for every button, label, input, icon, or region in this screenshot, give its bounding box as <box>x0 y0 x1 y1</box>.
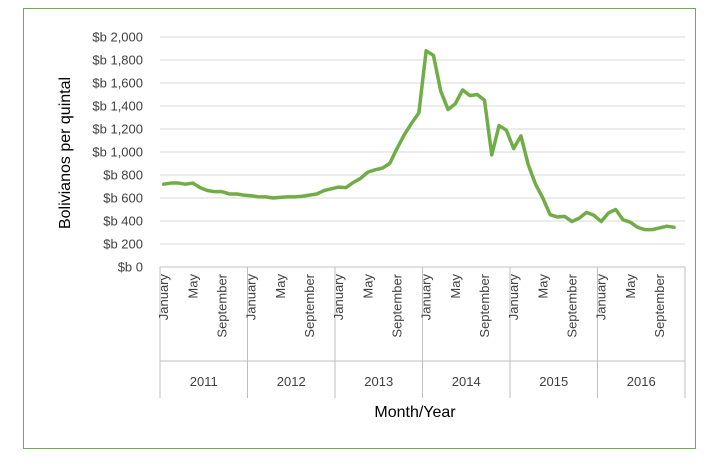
chart-frame <box>23 8 696 449</box>
year-tick-label: 2016 <box>627 374 656 389</box>
y-tick-label: $b 1,200 <box>92 122 143 137</box>
month-tick-label: January <box>244 274 259 321</box>
y-axis-tick-labels: $b 0 $b 200 $b 400 $b 600 $b 800 $b 1,000 $b 1… <box>92 30 143 275</box>
y-tick-label: $b 200 <box>103 237 143 252</box>
y-tick-label: $b 1,800 <box>92 53 143 68</box>
y-tick-label: $b 1,000 <box>92 145 143 160</box>
year-tick-label: 2015 <box>539 374 568 389</box>
month-tick-label: May <box>273 274 288 299</box>
month-tick-label: September <box>564 273 579 337</box>
y-tick-label: $b 800 <box>103 168 143 183</box>
price-series-line <box>161 49 676 232</box>
month-tick-label: May <box>448 274 463 299</box>
month-tick-label: September <box>389 273 404 337</box>
y-tick-label: $b 2,000 <box>92 30 143 45</box>
x-axis-title: Month/Year <box>374 404 456 421</box>
y-axis-title: Bolivianos per quintal <box>57 77 74 229</box>
month-tick-label: September <box>477 273 492 337</box>
month-tick-label: September <box>652 273 667 337</box>
month-tick-label: May <box>623 274 638 299</box>
y-tick-label: $b 0 <box>118 260 143 275</box>
month-tick-label: May <box>535 274 550 299</box>
month-tick-label: January <box>506 274 521 321</box>
month-tick-label: January <box>156 274 171 321</box>
month-tick-label: May <box>185 274 200 299</box>
month-tick-label: September <box>302 273 317 337</box>
year-tick-label: 2012 <box>277 374 306 389</box>
series-layer <box>161 49 676 232</box>
month-tick-label: September <box>214 273 229 337</box>
y-tick-label: $b 400 <box>103 214 143 229</box>
month-tick-label: January <box>331 274 346 321</box>
y-tick-label: $b 1,600 <box>92 76 143 91</box>
y-tick-label: $b 600 <box>103 191 143 206</box>
month-tick-label: January <box>419 274 434 321</box>
year-tick-label: 2011 <box>190 374 218 389</box>
y-tick-label: $b 1,400 <box>92 99 143 114</box>
year-tick-label: 2013 <box>364 374 393 389</box>
month-tick-label: January <box>594 274 609 321</box>
x-axis: January May September 2011 January May Septemb… <box>156 266 686 398</box>
year-tick-label: 2014 <box>452 374 481 389</box>
month-tick-label: May <box>360 274 375 299</box>
